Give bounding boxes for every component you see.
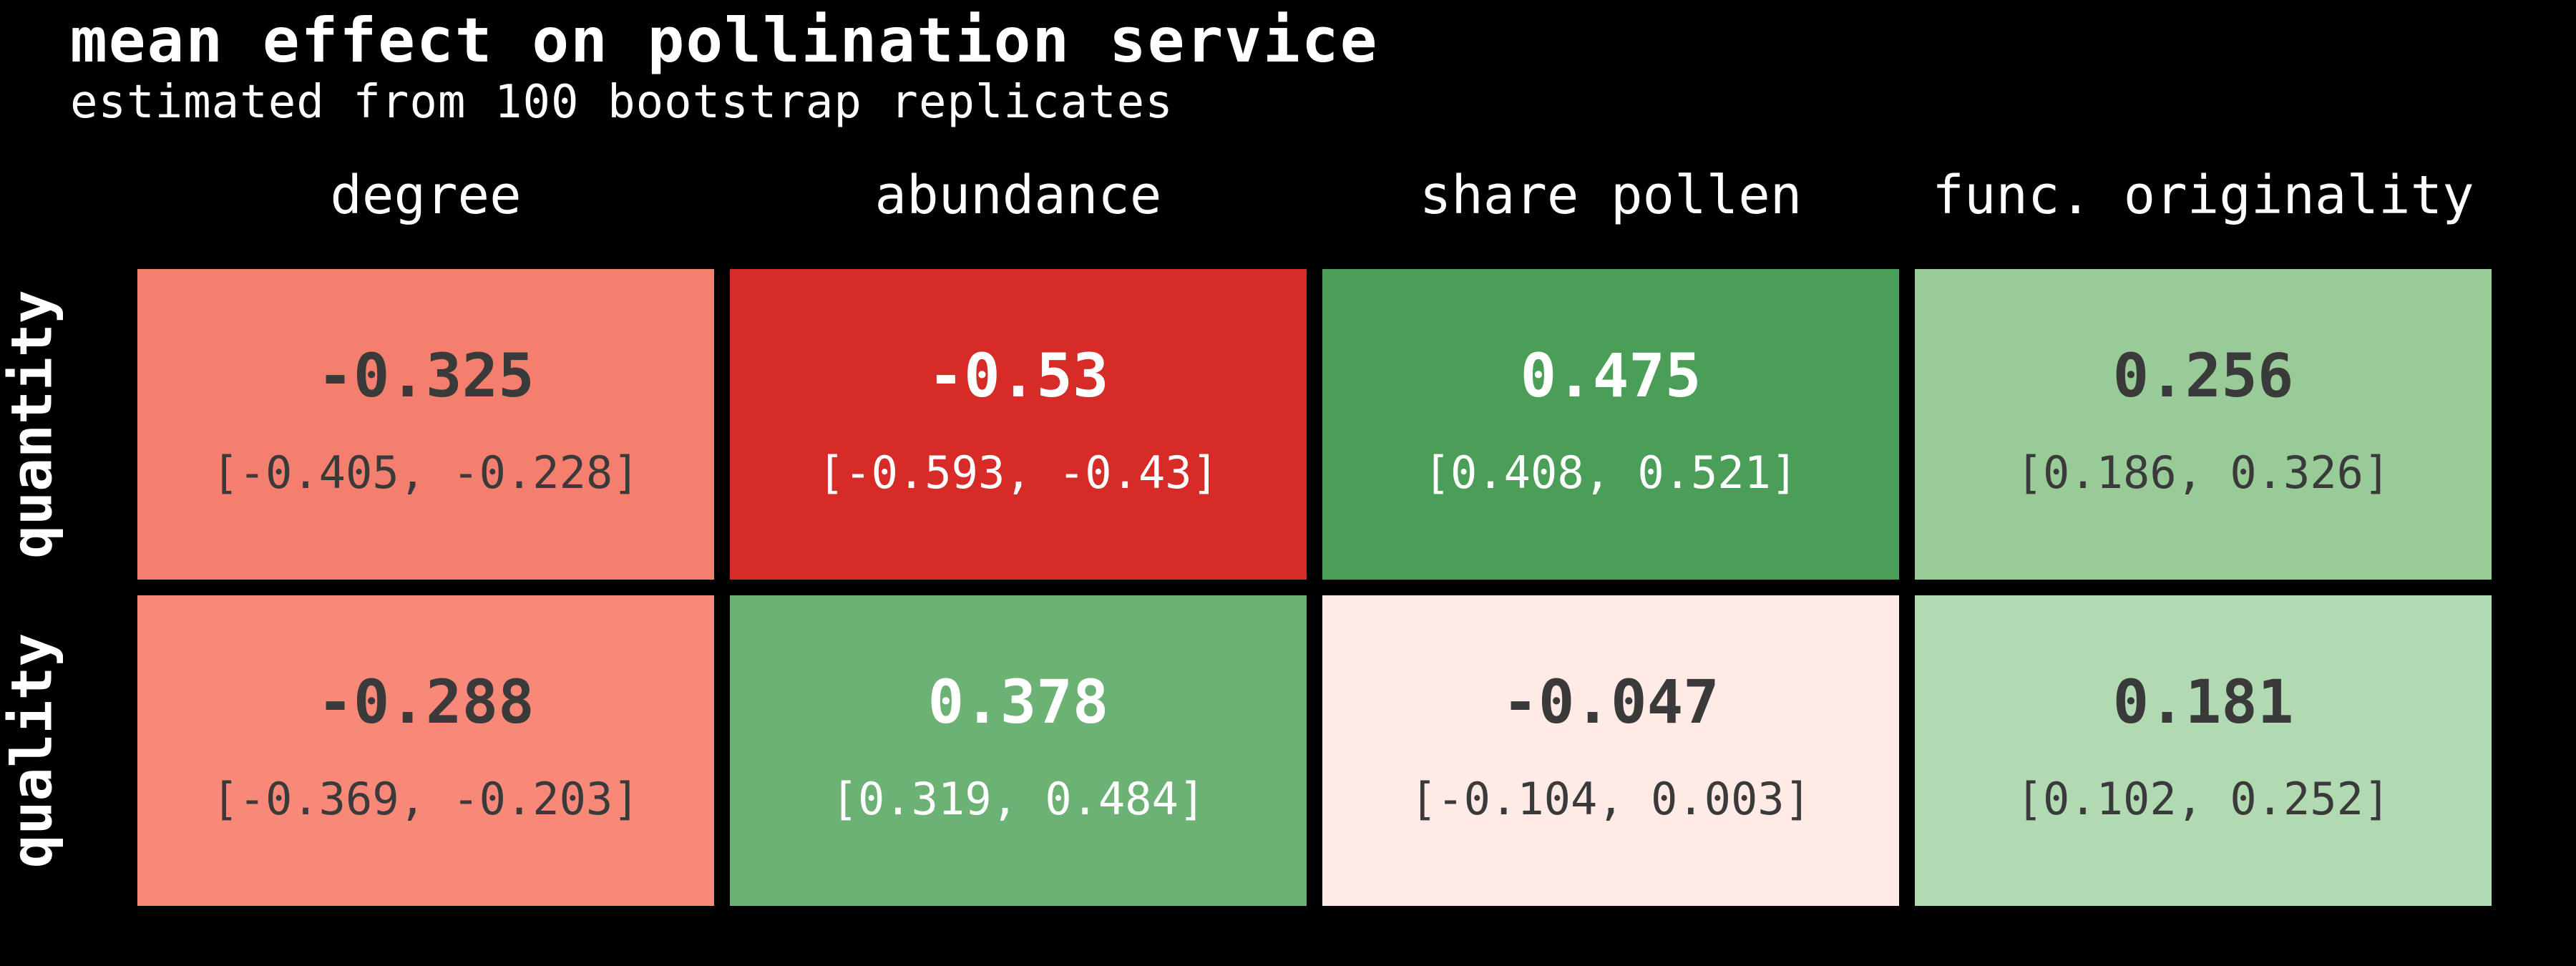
cell-mean-value: 0.181 xyxy=(2113,667,2294,737)
chart-subtitle: estimated from 100 bootstrap replicates xyxy=(70,76,1174,129)
heatmap-cell xyxy=(730,269,1307,580)
row-label: quantity xyxy=(0,290,64,559)
heatmap-cell xyxy=(137,269,714,580)
column-label: abundance xyxy=(875,165,1162,226)
cell-confidence-interval: [-0.104, 0.003] xyxy=(1410,773,1811,825)
heatmap-cell xyxy=(137,595,714,906)
cell-mean-value: -0.325 xyxy=(317,341,534,411)
chart-title: mean effect on pollination service xyxy=(70,5,1379,77)
cell-confidence-interval: [0.102, 0.252] xyxy=(2016,773,2391,825)
cell-confidence-interval: [-0.369, -0.203] xyxy=(212,773,639,825)
cell-mean-value: 0.475 xyxy=(1521,341,1702,411)
cell-mean-value: 0.256 xyxy=(2113,341,2294,411)
column-label: degree xyxy=(330,165,521,226)
column-label: share pollen xyxy=(1420,165,1802,226)
heatmap-cell xyxy=(1915,595,2492,906)
cell-confidence-interval: [0.408, 0.521] xyxy=(1424,447,1798,499)
heatmap-cell xyxy=(1322,595,1899,906)
cell-mean-value: -0.047 xyxy=(1502,667,1719,737)
cell-mean-value: 0.378 xyxy=(928,667,1109,737)
row-label: quality xyxy=(0,633,64,869)
heatmap-cell xyxy=(1915,269,2492,580)
cell-mean-value: -0.288 xyxy=(317,667,534,737)
cell-confidence-interval: [-0.405, -0.228] xyxy=(212,447,639,499)
heatmap-cell xyxy=(730,595,1307,906)
cell-confidence-interval: [0.186, 0.326] xyxy=(2016,447,2391,499)
heatmap-cell xyxy=(1322,269,1899,580)
cell-confidence-interval: [-0.593, -0.43] xyxy=(818,447,1219,499)
cell-mean-value: -0.53 xyxy=(928,341,1109,411)
cell-confidence-interval: [0.319, 0.484] xyxy=(831,773,1206,825)
column-label: func. originality xyxy=(1932,165,2474,226)
